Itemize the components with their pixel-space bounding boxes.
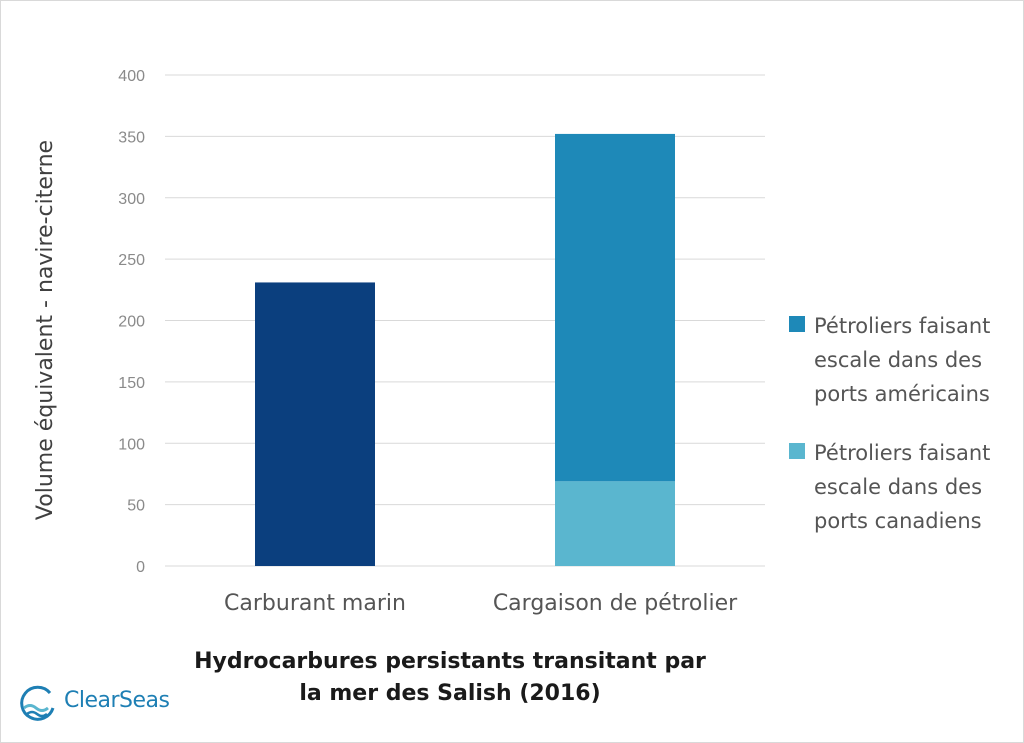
bar-segment: [555, 481, 675, 566]
chart-title: Hydrocarbures persistants transitant par…: [150, 646, 750, 710]
chart-title-line-2: la mer des Salish (2016): [299, 681, 601, 706]
y-tick-label: 0: [136, 559, 145, 576]
x-axis-categories: Carburant marin Cargaison de pétrolier: [224, 591, 738, 616]
y-tick-label: 250: [118, 252, 145, 269]
bar-segment: [255, 282, 375, 566]
legend-label: ports américains: [814, 382, 990, 406]
legend-label: escale dans des: [814, 475, 982, 499]
y-tick-label: 350: [118, 129, 145, 146]
x-category-label: Cargaison de pétrolier: [493, 591, 738, 616]
y-tick-label: 400: [118, 68, 145, 85]
wave-circle-icon: [20, 685, 55, 721]
legend-swatch: [789, 443, 805, 459]
chart-title-line-1: Hydrocarbures persistants transitant par: [194, 649, 706, 674]
clearseas-logo: ClearSeas: [16, 684, 186, 724]
y-tick-label: 100: [118, 436, 145, 453]
legend-label: ports canadiens: [814, 509, 982, 533]
bar-segment: [555, 133, 675, 482]
y-tick-label: 300: [118, 191, 145, 208]
y-tick-label: 200: [118, 314, 145, 331]
legend: Pétroliers faisant escale dans des ports a…: [789, 314, 990, 533]
y-axis-ticks: 0 50 100 150 200 250 300 350 400: [118, 68, 145, 576]
legend-label: Pétroliers faisant: [814, 314, 990, 338]
legend-label: Pétroliers faisant: [814, 441, 990, 465]
logo-text: ClearSeas: [64, 688, 170, 713]
y-tick-label: 150: [118, 375, 145, 392]
y-axis-label: Volume équivalent - navire-citerne: [33, 140, 58, 520]
y-tick-label: 50: [127, 498, 145, 515]
x-category-label: Carburant marin: [224, 591, 406, 616]
legend-label: escale dans des: [814, 348, 982, 372]
bars: [255, 133, 675, 566]
legend-swatch: [789, 316, 805, 332]
